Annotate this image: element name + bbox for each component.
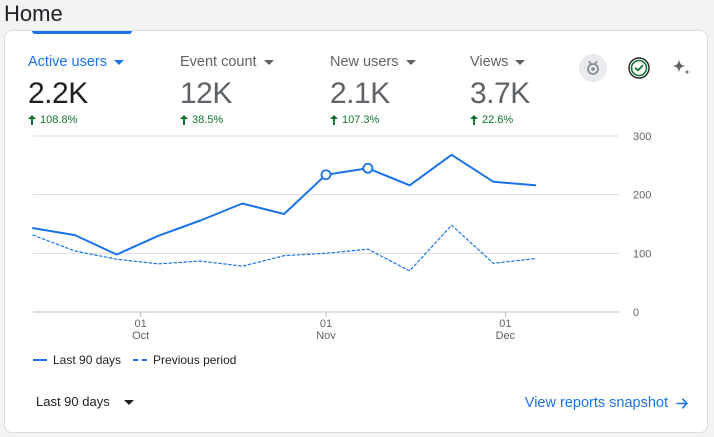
arrow-up-icon [28,115,36,125]
arrow-right-icon [676,397,688,409]
metric-tab-active-users[interactable]: Active users 2.2K 108.8% [28,53,158,126]
metric-value: 2.1K [330,77,390,110]
legend-label: Last 90 days [53,353,122,367]
metric-value: 12K [180,77,232,110]
check-circle-icon [628,57,650,79]
arrow-up-icon [470,115,478,125]
highlight-point [320,169,332,181]
metric-change: 107.3% [330,114,460,126]
y-tick-label: 300 [633,131,651,143]
metric-label: New users [330,54,399,70]
metric-label: Active users [28,54,107,70]
metric-change-value: 22.6% [482,114,514,126]
metric-header: Views [470,53,600,71]
metric-change: 108.8% [28,114,158,126]
insights-badge-icon [587,60,599,75]
y-tick-label: 200 [633,190,651,202]
insights-badge-button[interactable] [579,54,607,82]
chevron-down-icon [515,60,526,65]
x-tick-day: 01 [320,318,332,330]
overview-card: Active users 2.2K 108.8% Event count 12K… [4,30,708,433]
view-reports-snapshot-link[interactable]: View reports snapshot [525,395,689,411]
metric-change: 22.6% [470,114,600,126]
metric-tab-event-count[interactable]: Event count 12K 38.5% [180,53,310,126]
previous-period-line [32,224,536,272]
metric-change-value: 108.8% [40,114,78,126]
metric-label: Event count [180,54,257,70]
metric-header: Event count [180,53,310,71]
metric-change-value: 38.5% [192,114,224,126]
date-range-select[interactable]: Last 90 days [36,394,134,409]
date-range-value: Last 90 days [36,394,110,409]
chevron-down-icon [113,60,124,65]
data-quality-button[interactable] [625,54,653,82]
chevron-down-icon [405,60,416,65]
active-tab-indicator [32,31,132,34]
legend-label: Previous period [153,353,237,367]
chart-legend: Last 90 days Previous period [33,353,248,367]
y-tick-label: 0 [633,307,639,319]
solid-line-swatch [33,359,47,361]
legend-item-previous: Previous period [133,353,236,367]
y-tick-label: 100 [633,248,651,260]
metric-label: Views [470,54,509,70]
chevron-down-icon [123,399,134,405]
arrow-up-icon [330,115,338,125]
x-tick-day: 01 [499,318,511,330]
metric-change-value: 107.3% [342,114,380,126]
metric-value: 3.7K [470,77,530,110]
link-label: View reports snapshot [524,395,668,411]
metric-tab-new-users[interactable]: New users 2.1K 107.3% [330,53,460,126]
metric-change: 38.5% [180,114,310,126]
dashed-line-swatch [133,359,148,361]
last-90-days-line [32,153,537,256]
legend-item-current: Last 90 days [33,353,121,367]
x-tick-month: Nov [316,330,336,342]
metric-tab-views[interactable]: Views 3.7K 22.6% [470,53,600,126]
arrow-up-icon [180,115,188,125]
x-tick-month: Oct [132,330,149,342]
x-tick-month: Dec [496,330,516,342]
metric-header: New users [330,53,460,71]
page-title: Home [4,1,63,26]
sparkle-icon [672,59,690,75]
ai-insights-button[interactable] [667,54,695,82]
metric-header: Active users [28,53,158,71]
highlight-point [362,162,374,174]
x-tick-day: 01 [135,318,147,330]
metric-value: 2.2K [28,77,88,110]
chevron-down-icon [263,60,274,65]
